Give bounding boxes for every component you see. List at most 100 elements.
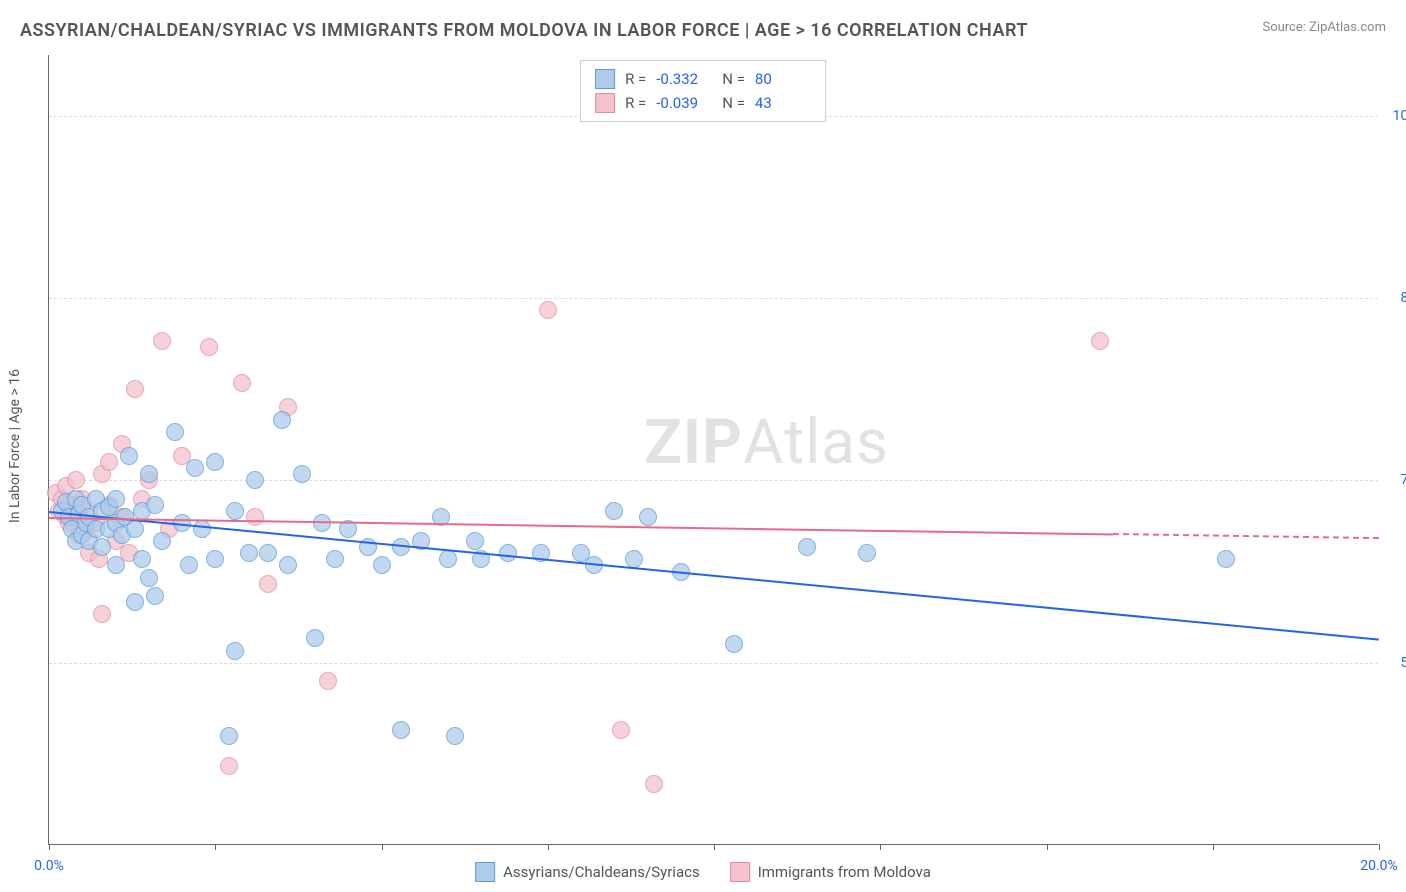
x-tick xyxy=(1213,844,1214,850)
y-axis-title: In Labor Force | Age > 16 xyxy=(7,369,23,523)
x-tick xyxy=(1047,844,1048,850)
point-series-b xyxy=(259,575,277,593)
swatch-icon xyxy=(595,69,615,89)
point-series-a xyxy=(246,471,264,489)
point-series-a xyxy=(466,532,484,550)
series-legend: Assyrians/Chaldeans/Syriacs Immigrants fr… xyxy=(475,862,931,882)
point-series-a xyxy=(499,544,517,562)
watermark-rest: Atlas xyxy=(743,406,889,479)
point-series-a xyxy=(126,520,144,538)
point-series-a xyxy=(120,447,138,465)
point-series-b xyxy=(539,301,557,319)
x-tick xyxy=(548,844,549,850)
point-series-a xyxy=(1217,550,1235,568)
point-series-a xyxy=(146,496,164,514)
point-series-b xyxy=(67,471,85,489)
x-tick xyxy=(215,844,216,850)
point-series-b xyxy=(612,721,630,739)
point-series-b xyxy=(246,508,264,526)
source-label: Source: ZipAtlas.com xyxy=(1262,20,1386,35)
chart-title: ASSYRIAN/CHALDEAN/SYRIAC VS IMMIGRANTS F… xyxy=(20,20,1028,41)
swatch-icon xyxy=(475,862,495,882)
gridline xyxy=(49,298,1378,299)
series-legend-label: Immigrants from Moldova xyxy=(758,863,931,881)
point-series-a xyxy=(725,635,743,653)
y-tick-label: 85.0% xyxy=(1400,290,1406,306)
point-series-b xyxy=(93,605,111,623)
point-series-a xyxy=(220,727,238,745)
y-tick-label: 70.0% xyxy=(1400,472,1406,488)
point-series-a xyxy=(392,721,410,739)
point-series-b xyxy=(319,672,337,690)
stats-legend-row: R =-0.332N =80 xyxy=(595,67,811,91)
n-value: 43 xyxy=(755,94,811,112)
point-series-a xyxy=(153,532,171,550)
point-series-a xyxy=(193,520,211,538)
point-series-a xyxy=(226,642,244,660)
point-series-a xyxy=(605,502,623,520)
point-series-a xyxy=(180,556,198,574)
watermark: ZIPAtlas xyxy=(644,406,889,479)
point-series-b xyxy=(100,453,118,471)
correlation-chart: ASSYRIAN/CHALDEAN/SYRIAC VS IMMIGRANTS F… xyxy=(0,0,1406,892)
n-label: N = xyxy=(722,70,745,88)
n-label: N = xyxy=(722,94,745,112)
stats-legend: R = -0.332 N = 80 R = -0.039 N = 43 xyxy=(580,60,826,122)
r-value: -0.039 xyxy=(656,94,712,112)
point-series-a xyxy=(293,465,311,483)
r-value: -0.332 xyxy=(656,70,712,88)
point-series-a xyxy=(107,556,125,574)
point-series-a xyxy=(93,538,111,556)
point-series-a xyxy=(126,593,144,611)
point-series-b xyxy=(126,380,144,398)
point-series-a xyxy=(326,550,344,568)
point-series-a xyxy=(206,550,224,568)
x-tick xyxy=(1379,844,1380,850)
point-series-a xyxy=(133,550,151,568)
x-tick xyxy=(714,844,715,850)
point-series-a xyxy=(446,727,464,745)
x-tick xyxy=(880,844,881,850)
gridline xyxy=(49,663,1378,664)
y-tick-label: 55.0% xyxy=(1400,655,1406,671)
series-legend-item: Assyrians/Chaldeans/Syriacs xyxy=(475,862,700,882)
watermark-bold: ZIP xyxy=(644,406,743,479)
point-series-a xyxy=(107,490,125,508)
trend-line-a xyxy=(49,511,1379,641)
point-series-a xyxy=(140,569,158,587)
trend-line-b-dashed xyxy=(1113,533,1379,539)
point-series-a xyxy=(146,587,164,605)
point-series-b xyxy=(233,374,251,392)
point-series-a xyxy=(259,544,277,562)
n-value: 80 xyxy=(755,70,811,88)
y-tick-label: 100.0% xyxy=(1393,108,1406,124)
point-series-b xyxy=(1091,332,1109,350)
point-series-a xyxy=(373,556,391,574)
point-series-a xyxy=(306,629,324,647)
point-series-b xyxy=(220,757,238,775)
point-series-a xyxy=(140,465,158,483)
point-series-a xyxy=(858,544,876,562)
point-series-a xyxy=(639,508,657,526)
point-series-b xyxy=(153,332,171,350)
point-series-a xyxy=(186,459,204,477)
r-label: R = xyxy=(625,94,646,112)
point-series-a xyxy=(226,502,244,520)
x-tick-label: 0.0% xyxy=(34,858,64,874)
point-series-a xyxy=(439,550,457,568)
series-legend-label: Assyrians/Chaldeans/Syriacs xyxy=(503,863,700,881)
point-series-a xyxy=(798,538,816,556)
point-series-a xyxy=(279,556,297,574)
point-series-b xyxy=(645,775,663,793)
point-series-a xyxy=(273,411,291,429)
stats-legend-row: R = -0.039 N = 43 xyxy=(595,91,811,115)
plot-area: ZIPAtlas 55.0%70.0%85.0%100.0%0.0%20.0% xyxy=(48,55,1378,845)
series-legend-item: Immigrants from Moldova xyxy=(730,862,931,882)
point-series-a xyxy=(240,544,258,562)
x-tick-label: 20.0% xyxy=(1360,858,1398,874)
x-tick xyxy=(49,844,50,850)
point-series-b xyxy=(200,338,218,356)
point-series-a xyxy=(206,453,224,471)
swatch-icon xyxy=(595,93,615,113)
x-tick xyxy=(382,844,383,850)
